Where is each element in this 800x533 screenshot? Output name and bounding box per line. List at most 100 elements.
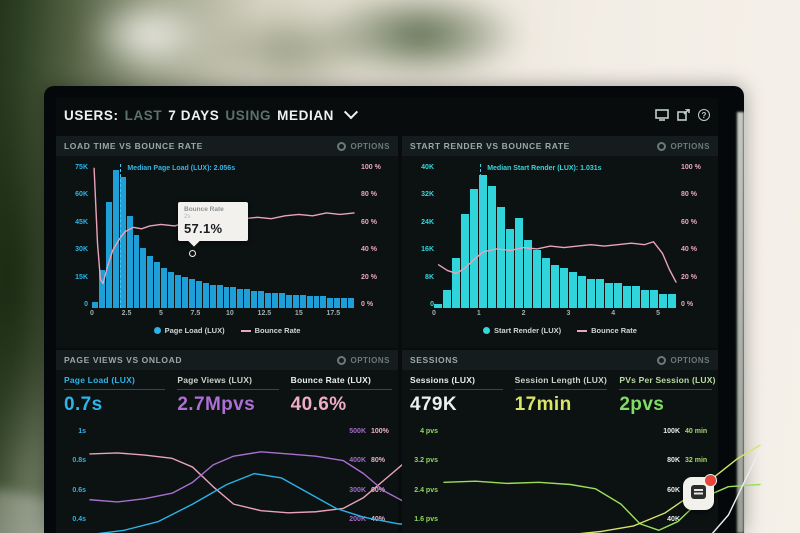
metric-row: Sessions (LUX) 479K Session Length (LUX)… xyxy=(410,375,715,416)
axis-tick-label: 8K xyxy=(425,273,434,281)
panel-header: START RENDER VS BOUNCE RATE OPTIONS xyxy=(402,136,718,156)
gear-icon xyxy=(337,355,347,365)
axis-tick-label: 40 % xyxy=(681,246,697,254)
metric-value: 2.7Mpvs xyxy=(177,394,256,415)
axis-tick-label: 40 min xyxy=(685,428,708,435)
axis-tick-label: 30K xyxy=(75,246,88,254)
axis-tick-label: 60K xyxy=(75,191,88,199)
histogram-bar xyxy=(278,292,285,308)
histogram-bar xyxy=(209,284,216,308)
axis-tick-label: 40K xyxy=(667,515,680,523)
histogram-bar xyxy=(147,256,154,308)
axis-tick-label: 45K xyxy=(75,218,88,226)
y-axis-right: 100 % 80 % 60 % 40 % 20 % 0 % xyxy=(358,164,396,308)
x-axis-tick-label: 5 xyxy=(158,310,163,317)
axis-tick-label: 100 % xyxy=(361,164,381,171)
histogram-bar xyxy=(551,264,559,308)
histogram-bar xyxy=(327,298,334,308)
x-axis-tick-label: 5 xyxy=(656,310,661,317)
histogram-bar xyxy=(168,271,175,308)
axis-tick-label: 3.2 pvs xyxy=(414,457,438,465)
options-button[interactable]: OPTIONS xyxy=(657,141,710,151)
x-axis-tick-label: 10 xyxy=(225,310,234,317)
tooltip-value: 57.1% xyxy=(184,221,223,236)
histogram-bar xyxy=(175,275,181,308)
histogram-bar xyxy=(119,177,126,308)
histogram-bar xyxy=(216,284,223,308)
axis-tick-label: 0.8s xyxy=(72,457,86,465)
legend-label: Page Load (LUX) xyxy=(164,326,225,335)
axis-tick-label: 32K xyxy=(421,191,434,199)
histogram-bar xyxy=(195,281,202,308)
histogram-bar xyxy=(542,257,550,308)
panel-header: PAGE VIEWS VS ONLOAD OPTIONS xyxy=(56,350,398,370)
sparkline-axis-left: 4 pvs 3.2 pvs 2.4 pvs 1.6 pvs xyxy=(406,428,438,523)
chevron-down-icon[interactable] xyxy=(343,105,359,120)
histogram-bar xyxy=(223,286,230,308)
axis-tick-label: 80 % xyxy=(361,191,377,199)
axis-tick-label: 2.4 pvs xyxy=(414,486,438,494)
histogram-bar xyxy=(488,185,496,308)
legend-item-bounce-rate[interactable]: Bounce Rate xyxy=(240,326,300,335)
histogram-bar xyxy=(632,286,640,308)
tooltip-point-marker xyxy=(189,250,196,257)
axis-tick-label: 100 % xyxy=(681,164,701,171)
axis-tick-pair: 300K 60% xyxy=(344,487,395,494)
legend-item-bounce-rate[interactable]: Bounce Rate xyxy=(577,326,637,335)
histogram-bar xyxy=(524,239,532,308)
axis-tick-label: 4 pvs xyxy=(420,428,438,435)
histogram-bar xyxy=(497,207,505,308)
axis-tick-label: 24K xyxy=(421,218,434,226)
legend-item-start-render[interactable]: Start Render (LUX) xyxy=(483,326,561,335)
header-range-value[interactable]: 7 DAYS xyxy=(168,107,220,123)
histogram-bar xyxy=(237,288,244,308)
axis-tick-label: 16K xyxy=(421,246,434,254)
help-icon[interactable]: ? xyxy=(698,109,710,121)
header-aggregation-value[interactable]: MEDIAN xyxy=(277,107,335,123)
histogram-bar xyxy=(334,298,341,308)
histogram-bar xyxy=(569,272,577,308)
legend-label: Start Render (LUX) xyxy=(494,326,562,335)
axis-tick-label: 100% xyxy=(371,428,389,435)
x-axis-tick-label: 0 xyxy=(432,310,436,317)
histogram-bar xyxy=(341,298,348,308)
panel-header: LOAD TIME VS BOUNCE RATE OPTIONS xyxy=(56,136,398,156)
histogram-bar xyxy=(306,296,313,308)
metric-label: Session Length (LUX) xyxy=(514,375,608,390)
axis-tick-label: 75K xyxy=(75,164,88,171)
monitor-icon[interactable] xyxy=(655,109,669,121)
metric-row: Page Load (LUX) 0.7s Page Views (LUX) 2.… xyxy=(64,375,392,416)
sparkline-axis-left: 1s 0.8s 0.6s 0.4s xyxy=(60,428,86,523)
histogram-bar xyxy=(313,296,320,308)
histogram-bar xyxy=(154,261,161,308)
histogram-bar xyxy=(515,218,523,308)
axis-tick-label: 1.6 pvs xyxy=(414,515,438,523)
options-label: OPTIONS xyxy=(350,141,390,151)
legend-item-page-load[interactable]: Page Load (LUX) xyxy=(153,326,225,335)
x-axis: 0 2.5 5 7.5 10 12.5 15 17.5 xyxy=(90,310,354,320)
panel-load-time-vs-bounce-rate: LOAD TIME VS BOUNCE RATE OPTIONS 75K 60K 4… xyxy=(56,136,398,348)
metric-value: 40.6% xyxy=(290,394,347,415)
axis-tick-label: 0 % xyxy=(681,300,694,308)
options-button[interactable]: OPTIONS xyxy=(657,355,710,365)
chat-launcher-button[interactable] xyxy=(683,474,717,510)
plot-region: Median Page Load (LUX): 2.056s xyxy=(92,164,354,308)
panel-header: SESSIONS OPTIONS xyxy=(402,350,718,370)
histogram-bar xyxy=(614,282,622,308)
histogram-bar xyxy=(230,286,237,308)
options-button[interactable]: OPTIONS xyxy=(337,355,390,365)
histogram-bar xyxy=(161,267,168,308)
y-axis-left: 75K 60K 45K 30K 15K 0 xyxy=(58,164,88,308)
metric-label: Page Load (LUX) xyxy=(64,375,166,390)
histogram-bar xyxy=(92,302,98,308)
axis-tick-label: 80 % xyxy=(681,191,697,199)
options-button[interactable]: OPTIONS xyxy=(337,141,390,151)
legend-label: Bounce Rate xyxy=(591,326,637,335)
chart-area: 75K 60K 45K 30K 15K 0 100 % 80 % 60 % 40 % 20 % 0 … xyxy=(56,156,398,348)
metric-page-load: Page Load (LUX) 0.7s xyxy=(64,375,166,416)
metric-page-views: Page Views (LUX) 2.7Mpvs xyxy=(177,375,279,416)
histogram-bar xyxy=(244,288,251,308)
axis-tick-label: 60K xyxy=(667,486,680,494)
share-icon[interactable] xyxy=(677,109,690,121)
axis-tick-label: 0 % xyxy=(361,300,374,308)
